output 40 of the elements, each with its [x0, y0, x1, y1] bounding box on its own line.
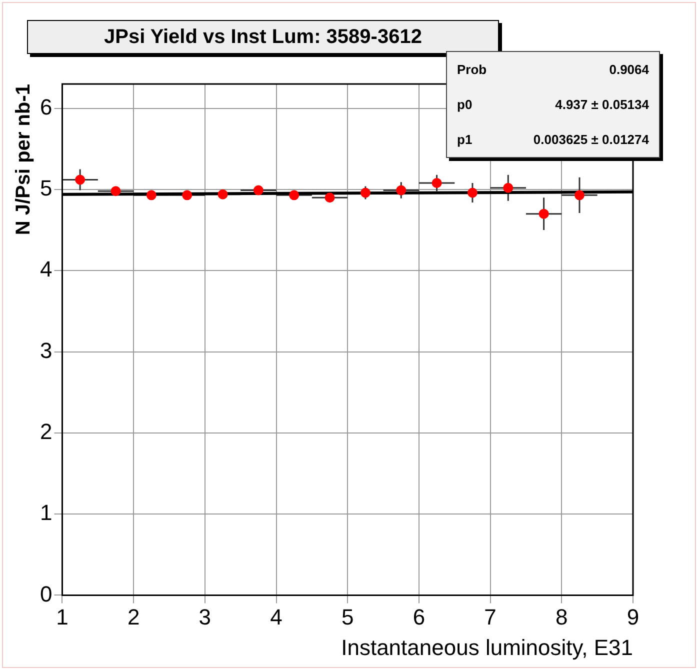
point — [146, 190, 156, 200]
point — [75, 174, 86, 185]
point — [467, 188, 478, 198]
point — [182, 190, 192, 200]
y-tick-label: 0 — [40, 581, 52, 606]
x-tick-label: 1 — [56, 604, 68, 630]
x-tick-label: 3 — [198, 604, 212, 630]
point — [538, 208, 549, 219]
annotation: p0 — [457, 97, 472, 112]
annotation: 4.937 ± 0.05134 — [555, 97, 649, 112]
point — [360, 188, 370, 198]
point — [574, 190, 584, 200]
chart-title: JPsi Yield vs Inst Lum: 3589-3612 — [27, 20, 499, 54]
x-tick-label: 8 — [556, 604, 568, 630]
y-tick-label: 2 — [40, 418, 52, 444]
point — [218, 189, 228, 200]
y-tick-label: 6 — [40, 94, 52, 120]
point — [503, 182, 514, 193]
x-tick-label: 2 — [127, 604, 140, 630]
point — [324, 192, 335, 203]
point — [253, 185, 264, 196]
y-tick-label: 4 — [40, 256, 52, 282]
y-axis-title: N J/Psi per nb-1 — [12, 84, 35, 236]
annotation: p1 — [457, 132, 472, 147]
x-axis-title: Instantaneous luminosity, E31 — [341, 634, 633, 660]
point — [289, 190, 300, 200]
x-tick-label: 7 — [484, 604, 496, 630]
x-tick-label: 4 — [270, 604, 282, 630]
point — [110, 186, 121, 196]
y-tick-label: 5 — [40, 176, 52, 201]
point — [432, 178, 442, 188]
y-tick-label: 3 — [40, 338, 52, 363]
annotation: 0.003625 ± 0.01274 — [533, 132, 649, 147]
x-tick-label: 6 — [412, 604, 426, 630]
point — [396, 185, 406, 196]
y-tick-label: 1 — [40, 500, 52, 526]
text: 0.9064 — [609, 62, 649, 77]
text: Prob — [457, 62, 487, 77]
x-tick-label: 5 — [341, 604, 354, 630]
x-tick-label: 9 — [626, 604, 640, 630]
